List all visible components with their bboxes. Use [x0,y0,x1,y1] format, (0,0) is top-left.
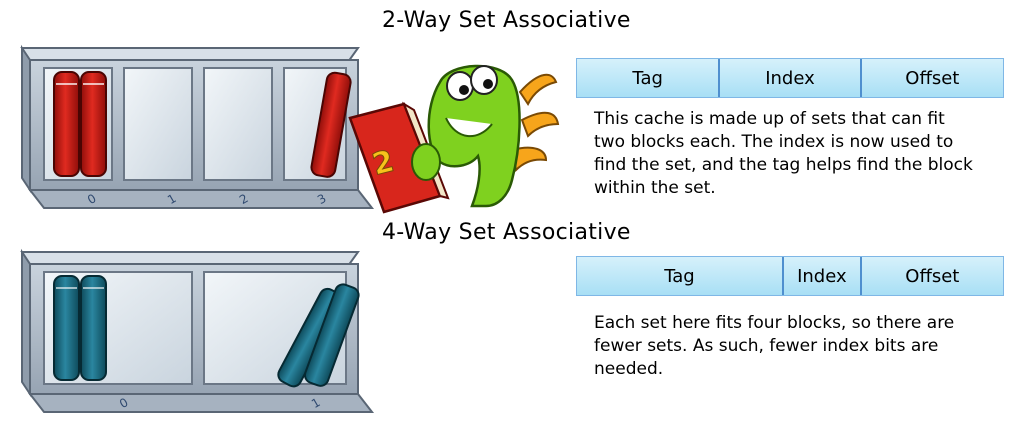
shelf-4-way-books [53,275,360,388]
mascot [427,64,560,208]
index-field: Index [720,59,862,97]
red-book [80,71,107,177]
red-book [310,71,352,178]
section-title-2-way: 2-Way Set Associative [382,8,631,33]
section-title-4-way: 4-Way Set Associative [382,220,631,245]
mascot-book: 2 [348,101,450,214]
description-2-way: This cache is made up of sets that can f… [594,109,973,198]
tag-field: Tag [577,257,785,295]
teal-book [53,275,80,381]
teal-book [80,275,107,381]
address-bar-4-way: Tag Index Offset [576,256,1004,296]
shelf-2-way-books [53,71,352,178]
index-field: Index [784,257,862,295]
red-book [53,71,80,177]
offset-field: Offset [861,257,1003,295]
teal-book [303,283,360,387]
description-4-way: Each set here fits four blocks, so there… [594,313,955,379]
tag-field: Tag [577,59,721,97]
address-bar-2-way: Tag Index Offset [576,58,1004,98]
offset-field: Offset [861,59,1003,97]
